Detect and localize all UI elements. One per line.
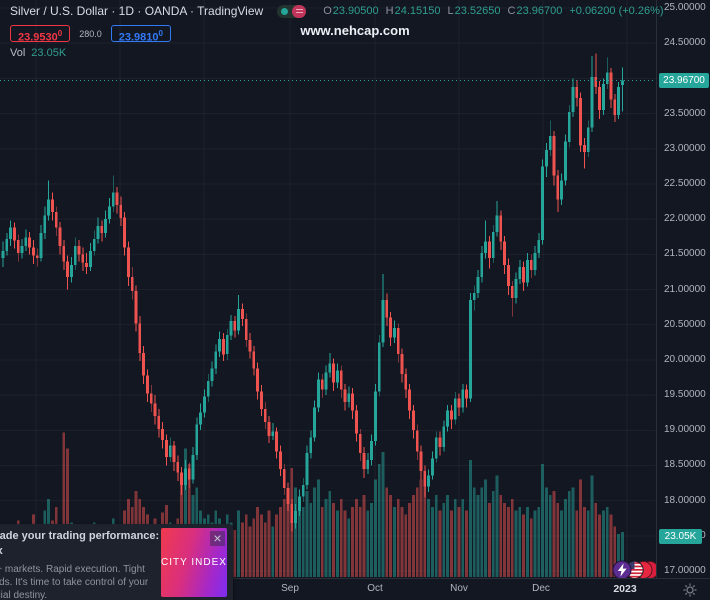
- ad-title: Index: [0, 544, 160, 559]
- price-tick-label: 25.00000: [664, 2, 706, 13]
- lightning-bolt-icon: [617, 563, 627, 577]
- volume-indicator-row[interactable]: Vol 23.05K: [10, 47, 664, 59]
- toggle-green-dot-icon: [281, 7, 289, 15]
- watermark-url: www.nehcap.com: [300, 23, 410, 38]
- time-axis-label[interactable]: 2023: [613, 583, 637, 595]
- high-value: 24.15150: [394, 5, 441, 17]
- price-tick-label: 17.00000: [664, 565, 706, 576]
- low-label: L: [447, 5, 454, 17]
- ohlc-values: O 23.90500 H 24.15150 L 23.52650 C 23.96700 …: [316, 5, 663, 17]
- price-tick-label: 22.50000: [664, 177, 706, 189]
- price-tick-label: 19.00000: [664, 424, 706, 436]
- price-tick-label: 21.50000: [664, 248, 706, 260]
- settings-gear-icon[interactable]: [682, 582, 698, 598]
- volume-label: Vol: [10, 47, 26, 59]
- current-volume-label: 23.05K: [659, 529, 702, 544]
- broker-icons[interactable]: [612, 560, 660, 580]
- time-axis-label[interactable]: Oct: [367, 583, 383, 594]
- current-price-label: 23.96700: [659, 72, 709, 88]
- ad-close-icon[interactable]: ×: [210, 531, 225, 546]
- ad-text: Upgrade your trading performance: City I…: [0, 529, 160, 600]
- price-axis[interactable]: 25.0000024.5000024.0000023.5000023.00000…: [656, 0, 710, 578]
- open-label: O: [323, 5, 332, 17]
- price-tick-label: 23.50000: [664, 107, 706, 119]
- open-value: 23.90500: [332, 5, 379, 17]
- time-axis-label[interactable]: Nov: [450, 583, 468, 594]
- high-label: H: [385, 5, 394, 17]
- volume-value: 23.05K: [31, 47, 67, 59]
- chart-legend: Silver / U.S. Dollar · 1D · OANDA · Trad…: [10, 3, 664, 59]
- price-tick-label: 22.00000: [664, 213, 706, 225]
- low-value: 23.52650: [454, 5, 501, 17]
- spread-value: 280.0: [79, 28, 102, 39]
- price-tick-label: 18.50000: [664, 459, 706, 471]
- price-tick-label: 21.00000: [664, 283, 706, 295]
- price-tick-label: 19.50000: [664, 389, 706, 401]
- ad-title: Upgrade your trading performance: City: [0, 530, 160, 542]
- time-axis-label[interactable]: Sep: [281, 583, 299, 594]
- ad-body: spreads. It's time to take control of yo…: [0, 577, 149, 588]
- buy-sell-toggle[interactable]: [277, 4, 307, 18]
- symbol-title[interactable]: Silver / U.S. Dollar · 1D · OANDA · Trad…: [10, 4, 264, 18]
- ad-banner[interactable]: Upgrade your trading performance: City I…: [0, 524, 233, 600]
- city-index-logo[interactable]: CITY INDEX: [161, 528, 227, 597]
- buy-ask-button[interactable]: 23.98100: [110, 25, 171, 44]
- time-axis-label[interactable]: Dec: [532, 583, 550, 594]
- change-value: +0.06200 (+0.26%): [569, 5, 664, 17]
- ad-body: 4500+ markets. Rapid execution. Tight: [0, 564, 145, 575]
- close-label: C: [507, 5, 516, 17]
- toggle-red-menu-icon: [292, 4, 307, 18]
- ad-body: financial destiny.: [0, 590, 48, 600]
- price-tick-label: 18.00000: [664, 494, 706, 506]
- sell-bid-button[interactable]: 23.95300: [10, 25, 71, 44]
- candlestick-chart-pane[interactable]: [0, 0, 656, 578]
- price-tick-label: 24.50000: [664, 37, 706, 49]
- price-tick-label: 23.00000: [664, 142, 706, 154]
- close-value: 23.96700: [516, 5, 563, 17]
- price-tick-label: 20.00000: [664, 353, 706, 365]
- price-tick-label: 20.50000: [664, 318, 706, 330]
